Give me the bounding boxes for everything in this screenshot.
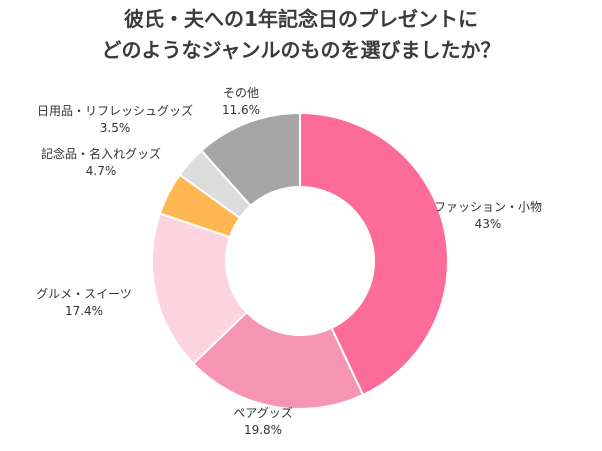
chart-title-line-2: どのようなジャンルのものを選びましたか？ [101,38,501,62]
slice-5 [200,111,301,208]
slice-labels: ファッション・小物 43% ペアグッズ 19.8% グルメ・スイーツ 17.4% 記念品・名… [36,86,542,437]
slice-label-5: その他 [223,86,259,100]
slice-value-5: 11.6% [222,103,260,117]
slice-value-2: 17.4% [65,304,103,318]
slice-label-2: グルメ・スイーツ [36,287,132,301]
chart-title: 彼氏・夫への1年記念日のプレゼントに どのようなジャンルのものを選びましたか？ [0,4,602,66]
slice-1 [191,310,365,410]
slice-label-1: ペアグッズ [233,405,292,420]
chart-title-line-1: 彼氏・夫への1年記念日のプレゼントに [124,7,478,31]
slice-value-0: 43% [475,217,502,231]
donut-slices [151,111,449,410]
slice-value-4: 3.5% [100,121,131,135]
slice-value-3: 4.7% [86,164,117,178]
slice-label-4: 日用品・リフレッシュグッズ [37,103,193,118]
slice-label-3: 記念品・名入れグッズ [41,146,161,161]
slice-0 [299,111,449,397]
slice-value-1: 19.8% [244,423,282,437]
slice-label-0: ファッション・小物 [434,200,542,214]
